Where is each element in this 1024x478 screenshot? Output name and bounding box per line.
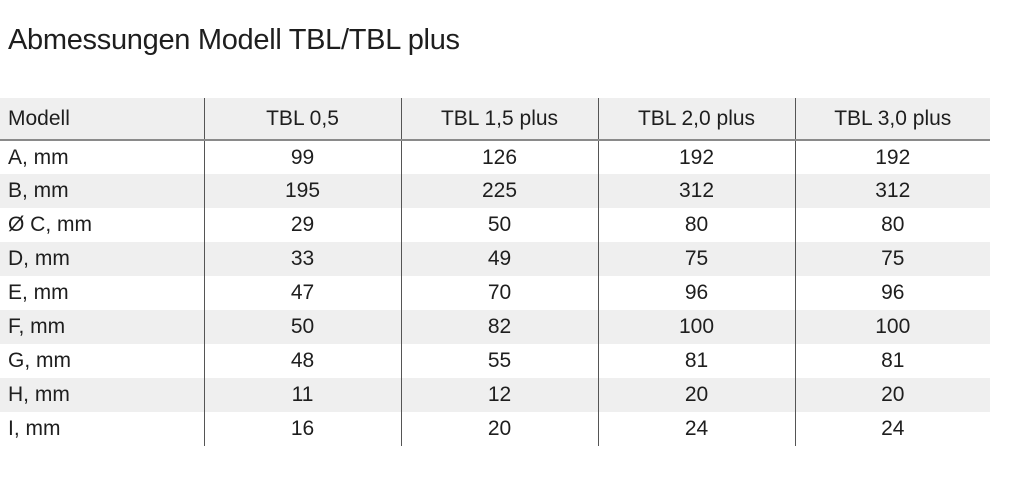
- column-header-tbl-3-0-plus: TBL 3,0 plus: [794, 98, 990, 141]
- column-header-tbl-2-0-plus: TBL 2,0 plus: [597, 98, 795, 141]
- table-cell: 24: [794, 412, 990, 446]
- table-row: D, mm 33 49 75 75: [0, 242, 990, 276]
- table-cell: 20: [794, 378, 990, 412]
- table-cell: 96: [597, 276, 795, 310]
- table-cell: 29: [203, 208, 401, 242]
- table-cell: 100: [794, 310, 990, 344]
- table-cell: 24: [597, 412, 795, 446]
- row-label: H, mm: [8, 383, 70, 406]
- table-row: A, mm 99 126 192 192: [0, 140, 990, 174]
- table-row: E, mm 47 70 96 96: [0, 276, 990, 310]
- table-cell: 50: [400, 208, 598, 242]
- column-header-tbl-1-5-plus: TBL 1,5 plus: [400, 98, 598, 141]
- row-label: D, mm: [8, 247, 70, 270]
- table-cell: 99: [203, 140, 401, 174]
- table-cell: 82: [400, 310, 598, 344]
- column-header-modell: Modell: [0, 98, 204, 141]
- row-label: E, mm: [8, 281, 69, 304]
- table-row: H, mm 11 12 20 20: [0, 378, 990, 412]
- row-label: B, mm: [8, 179, 69, 202]
- table-cell: 192: [794, 140, 990, 174]
- table-row: Ø C, mm 29 50 80 80: [0, 208, 990, 242]
- table-cell: 225: [400, 174, 598, 208]
- table-cell: 81: [597, 344, 795, 378]
- table-cell: 11: [203, 378, 401, 412]
- row-label: A, mm: [8, 145, 69, 169]
- table-cell: 96: [794, 276, 990, 310]
- table-cell: 75: [597, 242, 795, 276]
- table-cell: 50: [203, 310, 401, 344]
- page-title: Abmessungen Modell TBL/TBL plus: [8, 24, 460, 56]
- table-cell: 126: [400, 140, 598, 174]
- dimensions-table-container: Modell TBL 0,5 TBL 1,5 plus TBL 2,0 plus…: [0, 98, 990, 446]
- table-cell: 312: [794, 174, 990, 208]
- column-header-tbl-0-5: TBL 0,5: [203, 98, 401, 141]
- table-cell: 100: [597, 310, 795, 344]
- table-cell: 70: [400, 276, 598, 310]
- table-cell: 75: [794, 242, 990, 276]
- table-row: F, mm 50 82 100 100: [0, 310, 990, 344]
- table-cell: 192: [597, 140, 795, 174]
- table-cell: 49: [400, 242, 598, 276]
- table-row: G, mm 48 55 81 81: [0, 344, 990, 378]
- table-header-row: Modell TBL 0,5 TBL 1,5 plus TBL 2,0 plus…: [0, 98, 990, 141]
- row-label: I, mm: [8, 417, 61, 440]
- table-cell: 16: [203, 412, 401, 446]
- table-cell: 20: [400, 412, 598, 446]
- row-label: F, mm: [8, 315, 66, 338]
- table-row: I, mm 16 20 24 24: [0, 412, 990, 446]
- table-cell: 47: [203, 276, 401, 310]
- table-cell: 195: [203, 174, 401, 208]
- table-row: B, mm 195 225 312 312: [0, 174, 990, 208]
- table-cell: 80: [794, 208, 990, 242]
- table-cell: 20: [597, 378, 795, 412]
- table-cell: 33: [203, 242, 401, 276]
- table-cell: 55: [400, 344, 598, 378]
- table-cell: 48: [203, 344, 401, 378]
- table-cell: 81: [794, 344, 990, 378]
- row-label: G, mm: [8, 349, 71, 372]
- dimensions-table: Modell TBL 0,5 TBL 1,5 plus TBL 2,0 plus…: [0, 98, 990, 446]
- table-cell: 80: [597, 208, 795, 242]
- row-label: Ø C, mm: [8, 213, 92, 236]
- table-cell: 12: [400, 378, 598, 412]
- table-cell: 312: [597, 174, 795, 208]
